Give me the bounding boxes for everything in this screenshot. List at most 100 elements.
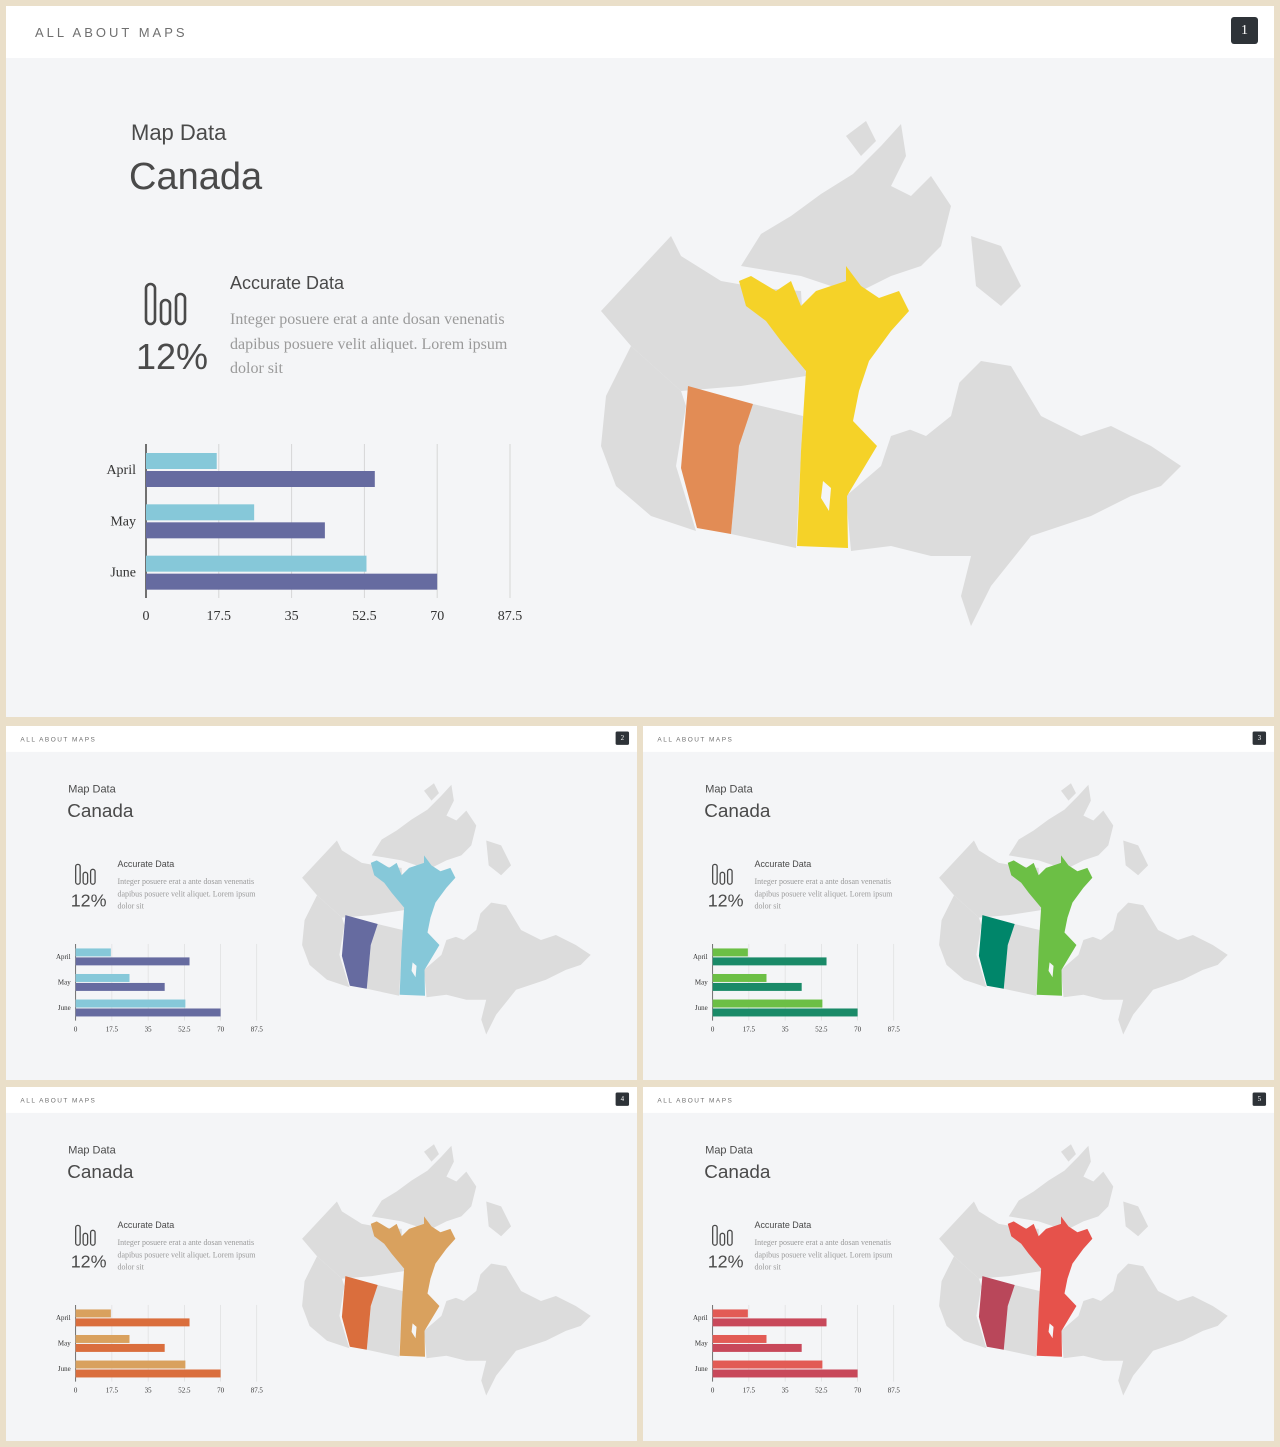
map-west-coast: [601, 346, 696, 531]
map-region-center: [370, 1216, 456, 1357]
map-arctic-islands: [1008, 1145, 1114, 1229]
feature-description: Integer posuere erat a ante dosan venena…: [117, 1238, 256, 1272]
x-tick-label: 70: [854, 1026, 861, 1034]
page-subtitle: Map Data: [705, 782, 753, 796]
map-north-west: [302, 840, 405, 918]
map-west-coast: [939, 895, 987, 988]
map-arctic-island-small: [846, 121, 876, 156]
map-arctic-islands: [1008, 784, 1114, 868]
feature-title: Accurate Data: [230, 273, 345, 293]
feature-title: Accurate Data: [117, 1219, 175, 1230]
x-tick-label: 35: [145, 1026, 152, 1034]
map-arctic-island-east: [486, 1201, 512, 1237]
map-arctic-island-small: [424, 1144, 439, 1162]
map-north-west: [601, 236, 806, 391]
slide-3[interactable]: ALL ABOUT MAPS 3 Map Data Canada 12% Acc…: [643, 726, 1274, 1080]
category-label: June: [58, 1365, 71, 1373]
bar-may-1: [712, 973, 767, 982]
bar-may-2: [712, 982, 802, 991]
page-title: Canada: [704, 1161, 771, 1183]
map-prairie: [366, 1285, 403, 1357]
bar-april-1: [712, 1309, 748, 1318]
feature-description: Integer posuere erat a ante dosan venena…: [754, 1238, 893, 1272]
map-lake: [1048, 962, 1054, 978]
x-tick-label: 0: [74, 1026, 78, 1034]
x-tick-label: 0: [711, 1387, 715, 1395]
category-label: June: [695, 1365, 708, 1373]
bar-april-2: [712, 1318, 827, 1327]
monthly-bar-chart: 0 17.5 35 52.5 70 87.5 April May June: [106, 444, 522, 624]
bar-june-1: [712, 999, 823, 1008]
category-label: June: [695, 1004, 708, 1012]
page-number-badge[interactable]: 2: [615, 731, 630, 745]
bar-june-2: [712, 1008, 858, 1017]
feature-description: Integer posuere erat a ante dosan venena…: [754, 877, 893, 911]
x-tick-label: 52.5: [178, 1026, 191, 1034]
x-tick-label: 87.5: [888, 1026, 901, 1034]
bar-may-1: [75, 973, 130, 982]
stat-value: 12%: [707, 1251, 744, 1272]
x-tick-label: 52.5: [178, 1387, 191, 1395]
slide-2[interactable]: ALL ABOUT MAPS 2 Map Data Canada 12% Acc…: [6, 726, 637, 1080]
map-hudson-bay: [1080, 1253, 1119, 1301]
x-tick-label: 35: [782, 1387, 789, 1395]
monthly-bar-chart: 0 17.5 35 52.5 70 87.5 April May June: [56, 1304, 263, 1395]
bar-april-2: [75, 957, 190, 966]
bar-june-2: [146, 573, 438, 590]
map-prairie: [1003, 1285, 1040, 1357]
x-tick-label: 17.5: [106, 1387, 119, 1395]
bar-april-2: [146, 471, 375, 487]
page-number-badge[interactable]: 5: [1252, 1092, 1267, 1106]
map-west-coast: [939, 1256, 987, 1349]
bar-april-1: [712, 948, 748, 957]
x-tick-label: 17.5: [207, 609, 232, 624]
category-label: April: [56, 953, 71, 961]
map-lake: [411, 1323, 417, 1339]
x-tick-label: 17.5: [106, 1026, 119, 1034]
feature-description: Integer posuere erat a ante dosan venena…: [230, 311, 508, 377]
category-label: May: [110, 514, 136, 529]
map-hudson-bay: [886, 341, 961, 436]
map-prairie: [366, 924, 403, 996]
x-tick-label: 17.5: [743, 1387, 756, 1395]
map-region-center: [1007, 855, 1093, 996]
bar-may-1: [146, 504, 255, 521]
bar-chart-icon: [144, 282, 187, 326]
page-title: Canada: [67, 1161, 134, 1183]
map-region-west: [978, 1276, 1015, 1350]
category-label: April: [693, 1314, 708, 1322]
page-subtitle: Map Data: [131, 120, 227, 145]
feature-title: Accurate Data: [754, 1219, 812, 1230]
slide-header: ALL ABOUT MAPS 1: [6, 6, 1274, 58]
map-region-west: [978, 915, 1015, 989]
x-tick-label: 70: [430, 609, 444, 624]
slide-1[interactable]: ALL ABOUT MAPS 1 Map Data Canada 12% Acc…: [6, 6, 1274, 717]
page-number-badge[interactable]: 1: [1231, 17, 1258, 44]
map-west-coast: [302, 1256, 350, 1349]
page-number-badge[interactable]: 3: [1252, 731, 1267, 745]
category-label: April: [106, 463, 136, 478]
monthly-bar-chart: 0 17.5 35 52.5 70 87.5 April May June: [693, 943, 901, 1034]
x-tick-label: 70: [217, 1387, 224, 1395]
map-prairie: [1003, 924, 1040, 996]
map-north-west: [939, 1201, 1042, 1279]
bar-chart-icon: [712, 1224, 733, 1246]
slide-header: ALL ABOUT MAPS 5: [643, 1087, 1274, 1113]
bar-may-2: [712, 1343, 802, 1352]
brand-label: ALL ABOUT MAPS: [20, 735, 97, 743]
page-number-badge[interactable]: 4: [615, 1092, 630, 1106]
x-tick-label: 70: [217, 1026, 224, 1034]
stat-value: 12%: [70, 890, 107, 911]
page-subtitle: Map Data: [705, 1143, 753, 1157]
x-tick-label: 52.5: [352, 609, 377, 624]
slide-4[interactable]: ALL ABOUT MAPS 4 Map Data Canada 12% Acc…: [6, 1087, 637, 1441]
map-hudson-bay: [443, 1253, 482, 1301]
slide-5[interactable]: ALL ABOUT MAPS 5 Map Data Canada 12% Acc…: [643, 1087, 1274, 1441]
bar-may-1: [712, 1334, 767, 1343]
bar-april-1: [146, 453, 217, 469]
brand-label: ALL ABOUT MAPS: [657, 735, 734, 743]
x-tick-label: 0: [74, 1387, 78, 1395]
bar-may-2: [75, 1343, 165, 1352]
map-arctic-island-small: [424, 783, 439, 801]
map-region-center: [739, 266, 909, 548]
